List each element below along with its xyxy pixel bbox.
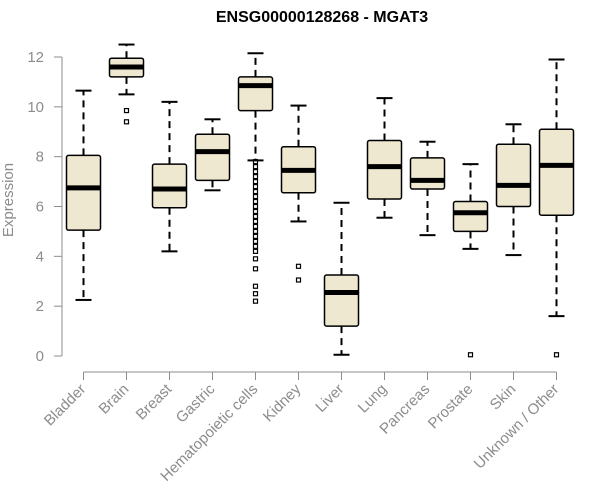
y-axis: 0 2 4 6 8 10 12 bbox=[27, 49, 63, 365]
box-liver bbox=[323, 201, 360, 356]
box-bladder bbox=[65, 89, 102, 301]
y-tick-label: 2 bbox=[36, 298, 44, 315]
outlier-point bbox=[123, 119, 130, 125]
outlier-point bbox=[252, 238, 259, 244]
outlier-point bbox=[252, 203, 259, 210]
outlier-point bbox=[252, 291, 259, 297]
chart-title: ENSG00000128268 - MGAT3 bbox=[216, 9, 428, 26]
iqr-box bbox=[194, 133, 231, 182]
iqr-box bbox=[452, 200, 489, 233]
outlier-point bbox=[252, 248, 259, 254]
outlier-point bbox=[252, 174, 259, 180]
outlier-point bbox=[295, 277, 302, 283]
y-axis-label: Expression bbox=[0, 163, 17, 237]
box-kidney bbox=[280, 104, 317, 283]
outlier-point bbox=[252, 266, 259, 272]
outlier-point bbox=[252, 198, 259, 205]
x-tick-label: Breast bbox=[133, 380, 176, 423]
x-tick-label: Prostate bbox=[425, 381, 477, 433]
box-breast bbox=[151, 100, 188, 253]
outlier-point bbox=[252, 193, 259, 200]
y-tick-label: 10 bbox=[27, 99, 44, 116]
box-unknown-other bbox=[538, 58, 575, 358]
outlier-point bbox=[553, 352, 560, 358]
outlier-point bbox=[252, 223, 259, 230]
box-brain bbox=[108, 43, 145, 125]
outlier-point bbox=[252, 159, 259, 165]
box-gastric bbox=[194, 118, 231, 192]
outlier-point bbox=[252, 183, 259, 190]
box-pancreas bbox=[409, 140, 446, 237]
x-tick-label: Brain bbox=[96, 381, 133, 418]
outlier-point bbox=[467, 352, 474, 358]
y-tick-label: 4 bbox=[36, 248, 44, 265]
outlier-point bbox=[252, 169, 259, 175]
iqr-box bbox=[65, 154, 102, 231]
outlier-point bbox=[252, 213, 259, 220]
outlier-point bbox=[252, 218, 259, 225]
y-tick-label: 8 bbox=[36, 149, 44, 166]
outlier-point bbox=[252, 233, 259, 239]
box-skin bbox=[495, 123, 532, 257]
box-hematopoietic-cells bbox=[237, 52, 274, 304]
outlier-point bbox=[252, 188, 259, 195]
y-tick-label: 6 bbox=[36, 199, 44, 216]
y-tick-label: 12 bbox=[27, 49, 44, 66]
boxes-group bbox=[65, 43, 575, 358]
outlier-point bbox=[123, 107, 130, 114]
iqr-box bbox=[495, 143, 532, 208]
outlier-point bbox=[252, 208, 259, 215]
outlier-point bbox=[295, 263, 302, 269]
x-tick-label: Skin bbox=[487, 381, 520, 414]
outlier-point bbox=[252, 256, 259, 262]
outlier-point bbox=[252, 178, 259, 185]
outlier-point bbox=[252, 228, 259, 235]
iqr-box bbox=[151, 163, 188, 209]
outlier-point bbox=[252, 243, 259, 249]
outlier-point bbox=[252, 283, 259, 289]
x-tick-label: Bladder bbox=[41, 381, 90, 430]
iqr-box bbox=[366, 139, 403, 200]
iqr-box bbox=[237, 76, 274, 112]
y-tick-label: 0 bbox=[36, 348, 44, 365]
iqr-box bbox=[323, 274, 360, 327]
box-lung bbox=[366, 97, 403, 219]
x-tick-label: Lung bbox=[355, 381, 391, 417]
outlier-point bbox=[252, 164, 259, 170]
x-tick-label: Liver bbox=[312, 381, 347, 416]
outlier-point bbox=[252, 298, 259, 304]
iqr-box bbox=[409, 157, 446, 190]
box-prostate bbox=[452, 163, 489, 358]
iqr-box bbox=[538, 128, 575, 216]
x-tick-label: Kidney bbox=[260, 380, 305, 425]
